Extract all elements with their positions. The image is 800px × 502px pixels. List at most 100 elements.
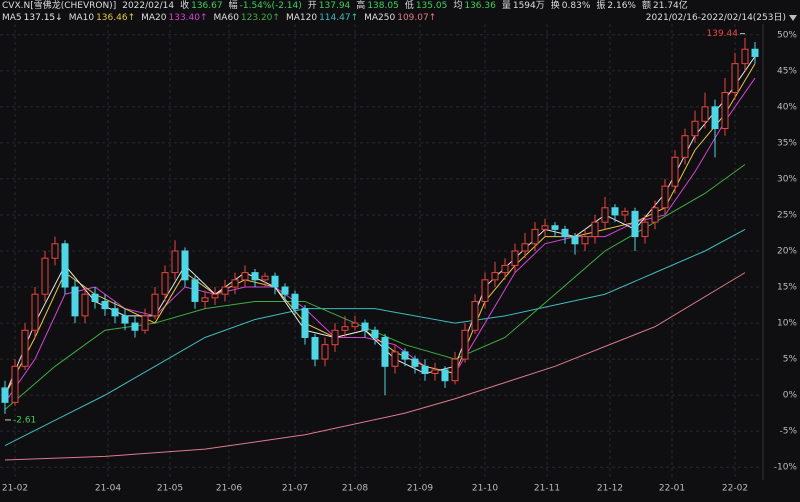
y-tick-label: 30%	[777, 174, 797, 184]
x-tick-label: 21-06	[216, 484, 242, 494]
ma-line	[4, 164, 746, 410]
candle-body	[461, 329, 469, 360]
ma-line	[4, 77, 756, 403]
legend-value: 109.07↑	[397, 13, 437, 23]
candle-body	[321, 344, 329, 360]
candle-body	[581, 236, 589, 245]
candle-body	[511, 250, 519, 266]
candle-body	[281, 286, 289, 295]
candle-body	[31, 293, 39, 331]
quote-field: 幅 -1.54%(-2.14)	[229, 0, 302, 12]
date-range[interactable]: 2021/02/16-2022/02/14(253日)	[645, 13, 786, 23]
y-tick-label: -10%	[774, 463, 798, 473]
x-tick-label: 21-11	[534, 484, 560, 494]
range-dropdown[interactable]	[789, 14, 797, 22]
candle-body	[591, 221, 599, 238]
candle-body	[1, 387, 9, 403]
ma-line	[4, 63, 756, 396]
field-value: 135.05	[415, 1, 448, 11]
candle-body	[41, 257, 49, 295]
quote-field: 开 137.94	[308, 0, 351, 12]
y-tick-label: -5%	[779, 427, 797, 437]
candle-body	[481, 279, 489, 302]
legend-name: MA20	[141, 13, 167, 23]
ma-line	[4, 228, 746, 447]
field-value: 21.74亿	[653, 1, 688, 11]
field-label: 额	[641, 1, 651, 11]
candle-body	[651, 207, 659, 223]
candle-body	[331, 329, 339, 346]
field-label: 低	[404, 1, 414, 11]
ma-line	[4, 272, 746, 461]
candle-body	[341, 326, 349, 331]
candle-body	[401, 351, 409, 360]
field-value: 0.83%	[561, 1, 591, 11]
x-tick-label: 21-04	[95, 484, 121, 494]
chart: 50% 45% 40% 35% 30% 25% 20% 15% 10% 5% 0% -5% -10% 21…	[0, 24, 798, 494]
symbol: CVX.N[雪佛龙(CHEVRON)]	[2, 1, 117, 11]
candle-body	[91, 293, 99, 302]
candle-body	[691, 120, 699, 137]
candle-body	[741, 48, 749, 65]
candle-body	[161, 272, 169, 295]
y-tick-label: 25%	[777, 210, 797, 220]
legend-item: MA20 133.40↑	[141, 12, 207, 24]
candle-body	[721, 91, 729, 129]
field-label: 收	[180, 1, 190, 11]
candle-body	[611, 207, 619, 216]
quote-field: 量 1594万	[502, 0, 545, 12]
legend-value: 133.40↑	[168, 13, 208, 23]
y-tick-label: 10%	[777, 319, 797, 329]
candle-body	[231, 279, 239, 288]
candle-body	[551, 225, 559, 230]
candle-body	[571, 236, 579, 245]
quote-field: 额 21.74亿	[642, 0, 688, 12]
candle-body	[181, 250, 189, 281]
candle-body	[61, 243, 69, 288]
legend-value: 136.46↑	[96, 13, 136, 23]
x-tick-label: 21-08	[342, 484, 368, 494]
candle-body	[491, 272, 499, 281]
x-tick-label: 21-10	[472, 484, 498, 494]
x-tick-label: 21-07	[282, 484, 308, 494]
legend-item: MA5 137.15↓	[2, 12, 63, 24]
candle-body	[171, 250, 179, 274]
annotation: -2.61	[13, 415, 36, 425]
candle-body	[141, 315, 149, 331]
y-tick-label: 15%	[777, 283, 797, 293]
field-value: -1.54%(-2.14)	[239, 1, 302, 11]
candle-body	[641, 221, 649, 238]
legend-item: MA10 136.46↑	[69, 12, 135, 24]
candle-body	[531, 228, 539, 245]
candle-body	[601, 207, 609, 223]
candle-body	[671, 156, 679, 187]
candle-body	[71, 286, 79, 317]
y-tick-label: 50%	[777, 30, 797, 40]
candle-body	[751, 48, 759, 57]
field-label: 振	[596, 1, 606, 11]
quote-field: 振 2.16%	[596, 0, 636, 12]
candle-body	[381, 336, 389, 367]
quote-bar: CVX.N[雪佛龙(CHEVRON)] 2022/02/14 收 136.67 幅 -…	[0, 0, 800, 12]
quote-field: 低 135.05	[405, 0, 448, 12]
candle-body	[191, 279, 199, 302]
field-value: 137.94	[318, 1, 351, 11]
candle-body	[211, 293, 219, 299]
y-tick-label: 5%	[783, 355, 798, 365]
field-label: 量	[501, 1, 511, 11]
candle-body	[451, 358, 459, 382]
y-tick-label: 45%	[777, 66, 797, 76]
ma-line	[4, 56, 756, 396]
candle-body	[121, 315, 129, 324]
candle-body	[391, 351, 399, 367]
legend-item: MA60 123.20↑	[214, 12, 280, 24]
x-tick-label: 22-02	[722, 484, 748, 494]
candle-body	[661, 185, 669, 209]
candle-body	[131, 322, 139, 331]
candle-body	[201, 297, 209, 302]
field-label: 幅	[228, 1, 238, 11]
field-value: 136.36	[464, 1, 496, 11]
y-tick-label: 40%	[777, 102, 797, 112]
candle-body	[271, 275, 279, 288]
legend-value: 137.15↓	[23, 13, 63, 23]
